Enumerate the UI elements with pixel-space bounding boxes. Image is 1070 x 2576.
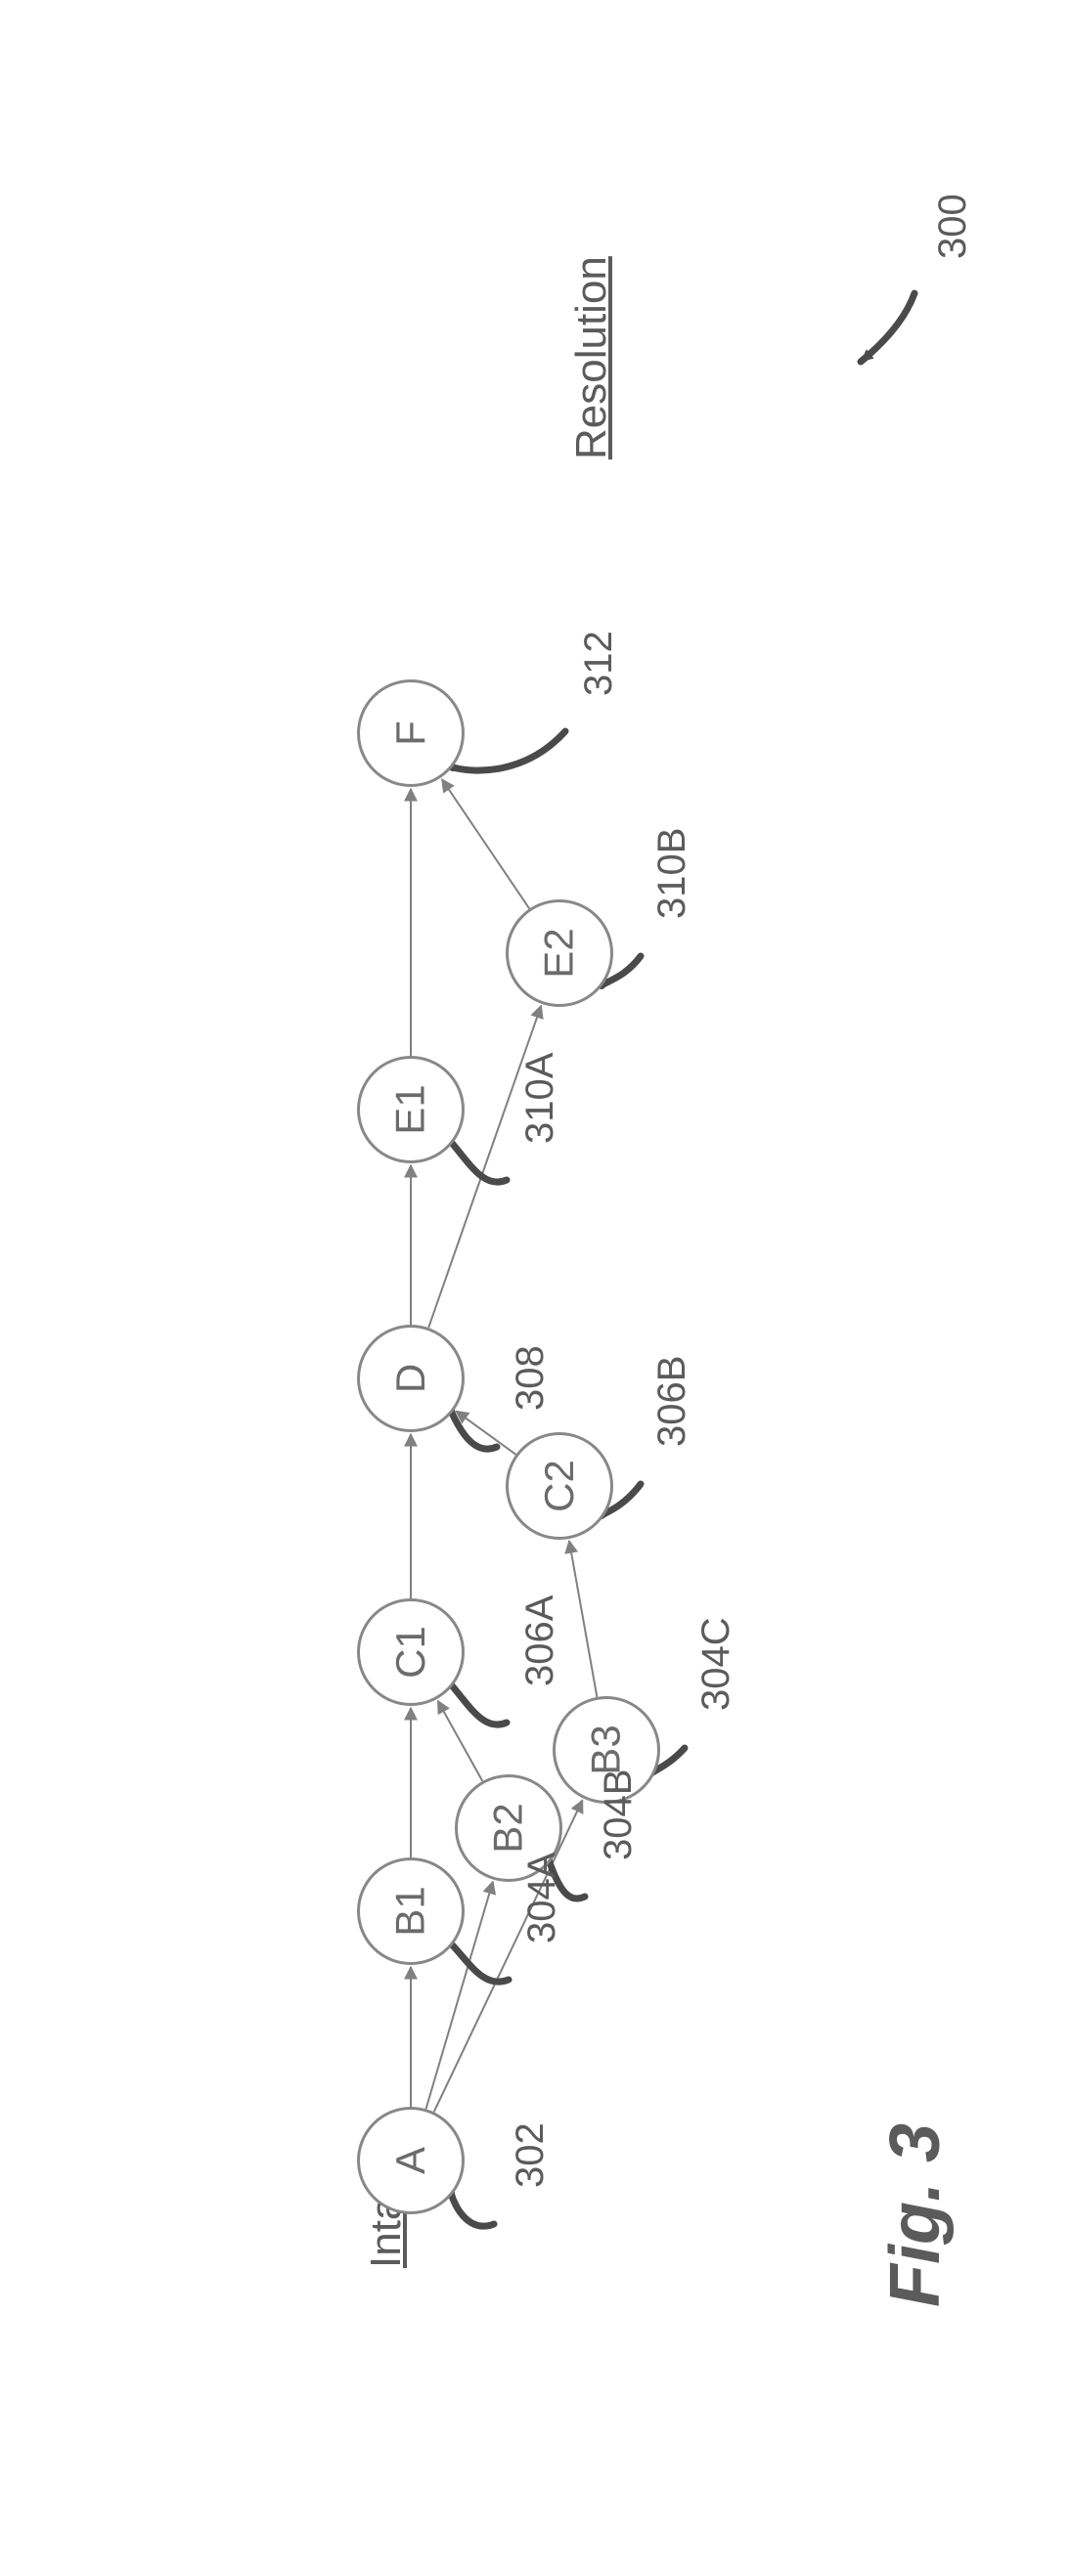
diagram-canvas: Resolution Intake 300 Fig. 3 AB1B2B3C1C2… <box>0 0 1070 2576</box>
ref-label-A: 302 <box>509 2122 553 2188</box>
edge-E2-F <box>442 779 529 908</box>
ref-label-B2: 304B <box>597 1769 641 1860</box>
leader-A <box>451 2193 494 2226</box>
ref-label-E2: 310B <box>650 828 694 919</box>
section-label-resolution: Resolution <box>567 256 616 459</box>
figure-ref-300: 300 <box>931 194 975 259</box>
ref-label-C2: 306B <box>650 1356 694 1447</box>
node-A: A <box>357 2107 465 2214</box>
node-E1: E1 <box>357 1056 465 1163</box>
node-label-B1: B1 <box>390 1886 431 1936</box>
node-label-F: F <box>390 720 431 746</box>
node-label-C2: C2 <box>539 1460 580 1512</box>
node-B1: B1 <box>357 1857 465 1965</box>
node-label-C1: C1 <box>390 1626 431 1679</box>
node-label-B3: B3 <box>586 1725 627 1774</box>
node-C2: C2 <box>506 1432 613 1540</box>
ref-label-D: 308 <box>509 1345 553 1411</box>
node-D: D <box>357 1325 465 1432</box>
leader-D <box>451 1411 497 1449</box>
ref-label-B1: 304A <box>520 1853 564 1943</box>
node-label-D: D <box>390 1364 431 1393</box>
node-E2: E2 <box>506 899 613 1007</box>
leader-300 <box>861 293 914 362</box>
node-F: F <box>357 679 465 787</box>
node-label-E1: E1 <box>390 1084 431 1134</box>
figure-label: Fig. 3 <box>875 2123 956 2307</box>
node-label-A: A <box>390 2147 431 2174</box>
leader-F <box>453 731 565 770</box>
leader-E1 <box>451 1142 507 1182</box>
node-C1: C1 <box>357 1598 465 1706</box>
leader-B1 <box>451 1943 509 1982</box>
ref-label-E1: 310A <box>518 1053 562 1144</box>
node-label-E2: E2 <box>539 928 580 978</box>
leader-C1 <box>451 1684 507 1725</box>
edge-B3-C2 <box>569 1541 597 1697</box>
ref-label-C1: 306A <box>518 1595 562 1686</box>
node-label-B2: B2 <box>488 1803 529 1853</box>
ref-label-B3: 304C <box>694 1617 738 1711</box>
ref-label-F: 312 <box>577 631 621 696</box>
